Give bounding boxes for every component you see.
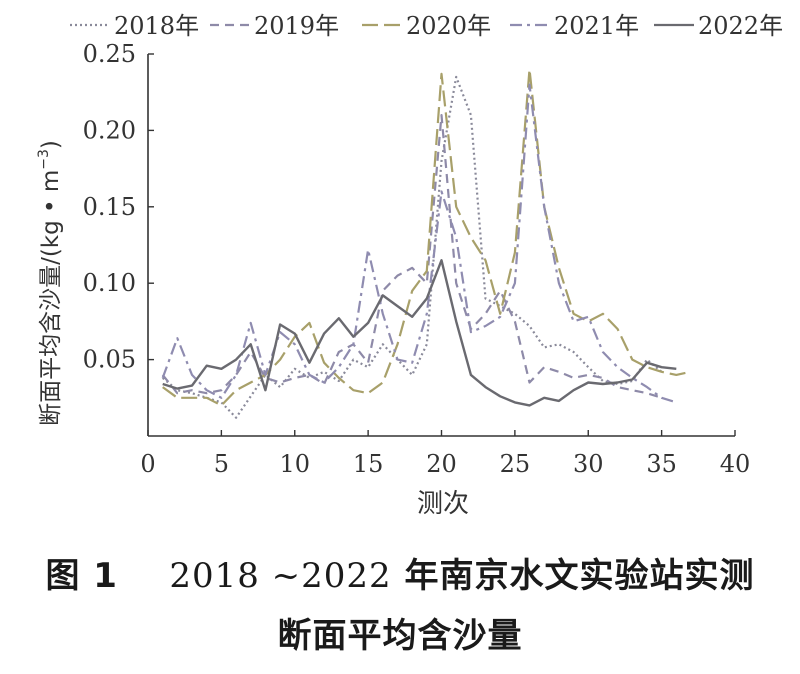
series-line-2019 (161, 113, 662, 399)
plot-area (161, 68, 692, 419)
x-axis-title: 测次 (417, 489, 469, 519)
y-tick-label: 0.25 (83, 40, 136, 68)
x-tick-label: 20 (426, 450, 457, 478)
series-line-2020 (162, 68, 692, 407)
legend-label-2022: 2022年 (698, 12, 783, 40)
x-tick-label: 15 (353, 450, 384, 478)
axes: 0 5 10 15 20 25 30 35 40 0.05 0.10 0.15 0.20 0.25 (83, 40, 751, 478)
figure-caption-line2: 断面平均含沙量 (277, 616, 523, 656)
y-axis-title-close: ) (38, 140, 64, 149)
x-tick-label: 30 (573, 450, 604, 478)
y-tick-label: 0.10 (83, 269, 136, 297)
figure-caption-line1: 图 1 2018 ~2022 年南京水文实验站实测 (0, 548, 800, 597)
series-line-2022 (162, 259, 677, 407)
chart-legend: 2018年 2019年 2020年 2021年 2022年 (70, 12, 783, 40)
figure-caption-text: 年南京水文实验站实测 (404, 556, 755, 596)
x-tick-label: 25 (500, 450, 531, 478)
series-line-2021 (161, 83, 677, 404)
legend-label-2018: 2018年 (114, 12, 199, 40)
x-tick-label: 35 (646, 450, 677, 478)
legend-label-2021: 2021年 (554, 12, 639, 40)
y-axis-title-main: 断面平均含沙量/(kg • m (38, 170, 64, 426)
y-tick-label: 0.15 (83, 193, 136, 221)
y-tick-label: 0.20 (83, 116, 136, 144)
y-axis-title: 断面平均含沙量/(kg • m−3) (36, 140, 64, 426)
legend-label-2019: 2019年 (254, 12, 339, 40)
figure-year-range: 2018 ~2022 (169, 556, 392, 596)
figure-number: 图 1 (45, 556, 118, 596)
y-axis-title-superscript: −3 (36, 149, 52, 170)
y-tick-label: 0.05 (83, 346, 136, 374)
x-tick-label: 40 (720, 450, 751, 478)
legend-label-2020: 2020年 (406, 12, 491, 40)
x-tick-label: 0 (140, 450, 155, 478)
x-tick-label: 5 (214, 450, 229, 478)
x-tick-label: 10 (279, 450, 310, 478)
